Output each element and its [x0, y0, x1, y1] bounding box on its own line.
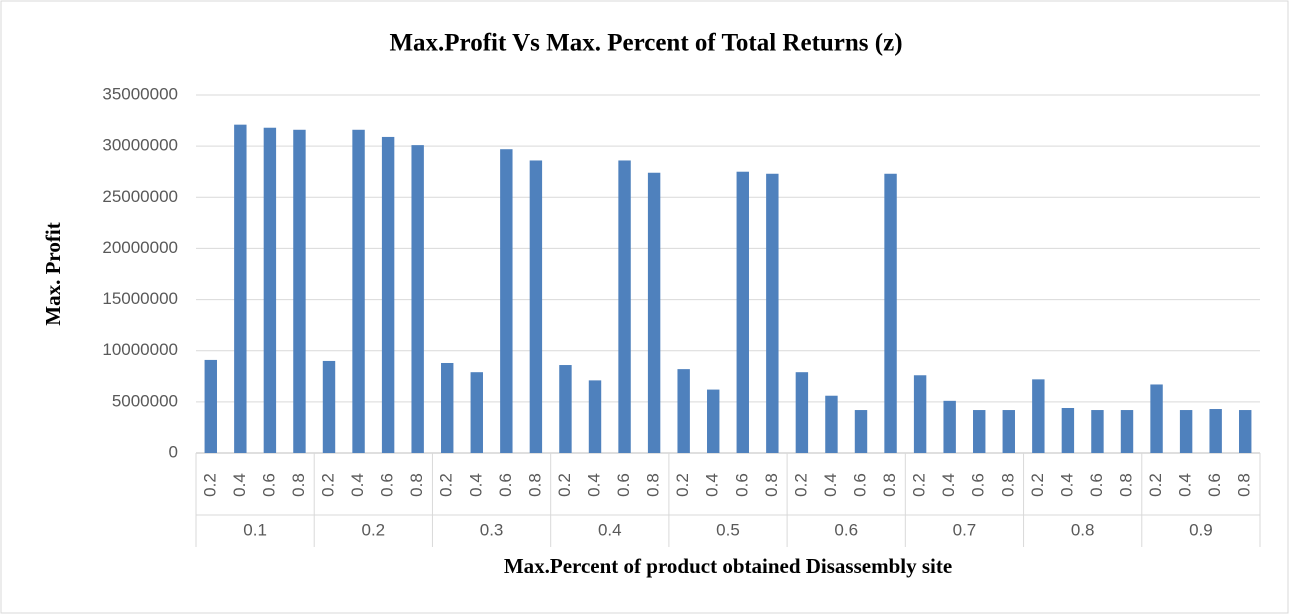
y-tick-label: 30000000	[102, 136, 178, 155]
x-tick-label: 0.6	[969, 473, 988, 497]
x-tick-label: 0.4	[703, 473, 722, 497]
x-axis-title: Max.Percent of product obtained Disassem…	[504, 554, 952, 578]
x-tick-label: 0.6	[1205, 473, 1224, 497]
group-label: 0.6	[834, 520, 858, 539]
x-tick-label: 0.4	[1057, 473, 1076, 497]
bar	[1179, 410, 1193, 453]
chart-title: Max.Profit Vs Max. Percent of Total Retu…	[389, 30, 902, 57]
group-label: 0.5	[716, 520, 740, 539]
bar	[677, 369, 690, 453]
x-tick-label: 0.8	[289, 473, 308, 497]
group-label: 0.8	[1071, 520, 1095, 539]
x-tick-label: 0.2	[318, 473, 337, 497]
bar	[736, 171, 749, 453]
x-tick-label: 0.4	[821, 473, 840, 497]
bar	[559, 365, 572, 453]
bar	[1120, 410, 1134, 453]
bar	[766, 173, 779, 453]
y-tick-label: 35000000	[102, 84, 178, 103]
x-tick-label: 0.6	[496, 473, 515, 497]
bar	[943, 400, 956, 453]
x-tick-label: 0.2	[1028, 473, 1047, 497]
bar	[795, 372, 809, 453]
bar	[322, 360, 336, 453]
bar	[973, 410, 986, 453]
x-tick-label: 0.6	[732, 473, 751, 497]
x-tick-label: 0.6	[1087, 473, 1106, 497]
bar	[441, 362, 454, 453]
x-tick-label: 0.4	[466, 473, 485, 497]
y-tick-label: 10000000	[102, 340, 178, 359]
x-tick-label: 0.6	[614, 473, 633, 497]
y-axis-title: Max. Profit	[41, 222, 65, 325]
bar	[1209, 409, 1222, 453]
x-tick-label: 0.2	[555, 473, 574, 497]
bar	[1239, 410, 1252, 453]
bar	[500, 149, 513, 453]
group-label: 0.9	[1189, 520, 1213, 539]
bar	[263, 127, 277, 453]
x-tick-label: 0.6	[850, 473, 869, 497]
bar	[1091, 410, 1104, 453]
x-tick-label: 0.2	[673, 473, 692, 497]
x-tick-label: 0.4	[348, 473, 367, 497]
x-tick-label: 0.2	[1146, 473, 1165, 497]
y-tick-label: 25000000	[102, 187, 178, 206]
bar	[1150, 384, 1163, 453]
bar	[204, 359, 217, 453]
group-label: 0.3	[480, 520, 504, 539]
x-tick-label: 0.4	[1176, 473, 1195, 497]
bar	[707, 389, 720, 453]
bar	[293, 129, 306, 453]
bar	[1032, 379, 1045, 453]
x-tick-label: 0.8	[525, 473, 544, 497]
bar	[352, 129, 365, 453]
bar	[825, 395, 838, 453]
x-tick-label: 0.2	[200, 473, 219, 497]
bar	[234, 124, 247, 454]
bar	[1061, 407, 1075, 453]
y-tick-label: 0	[169, 442, 178, 461]
bar	[381, 136, 395, 454]
bar	[618, 160, 631, 453]
x-tick-label: 0.4	[584, 473, 603, 497]
x-tick-label: 0.2	[791, 473, 810, 497]
bar	[1002, 410, 1015, 453]
x-tick-label: 0.4	[939, 473, 958, 497]
bar	[913, 375, 927, 453]
y-tick-label: 15000000	[102, 289, 178, 308]
x-tick-label: 0.8	[644, 473, 663, 497]
x-tick-label: 0.8	[998, 473, 1017, 497]
y-tick-label: 20000000	[102, 238, 178, 257]
x-tick-label: 0.8	[762, 473, 781, 497]
group-label: 0.4	[598, 520, 622, 539]
x-tick-label: 0.2	[910, 473, 929, 497]
x-tick-label: 0.8	[880, 473, 899, 497]
x-tick-label: 0.2	[437, 473, 456, 497]
bar	[647, 172, 661, 454]
group-label: 0.7	[953, 520, 977, 539]
x-tick-label: 0.4	[230, 473, 249, 497]
x-tick-label: 0.8	[1235, 473, 1254, 497]
x-tick-label: 0.6	[259, 473, 278, 497]
bar	[884, 173, 897, 453]
bar	[470, 372, 483, 453]
bar	[529, 160, 543, 453]
x-tick-label: 0.8	[1116, 473, 1135, 497]
x-tick-label: 0.6	[378, 473, 397, 497]
bar	[411, 145, 424, 453]
bar	[588, 380, 602, 453]
x-tick-label: 0.8	[407, 473, 426, 497]
group-label: 0.2	[362, 520, 386, 539]
group-label: 0.1	[243, 520, 267, 539]
y-tick-label: 5000000	[112, 391, 178, 410]
bar	[854, 410, 868, 453]
